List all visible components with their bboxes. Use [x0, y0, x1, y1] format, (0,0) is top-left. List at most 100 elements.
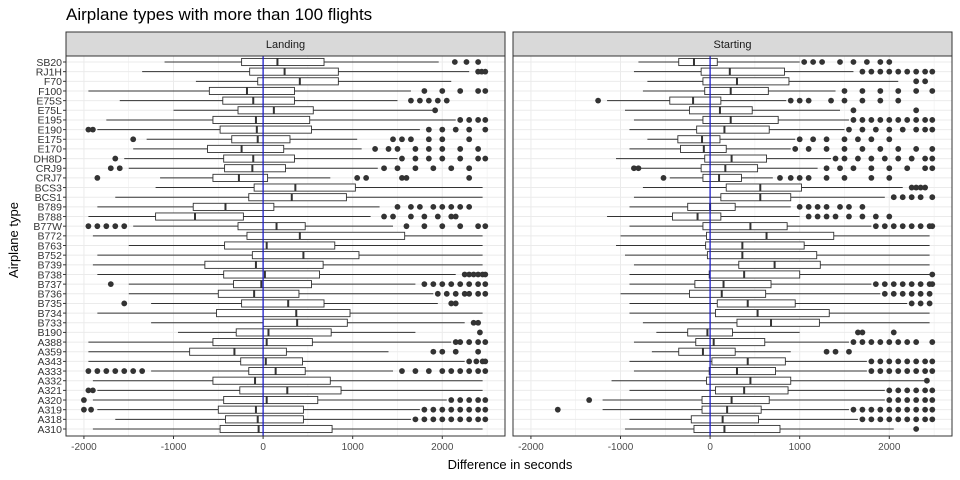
y-tick-label: B733: [37, 318, 62, 330]
outlier-point: [913, 387, 920, 394]
outlier-point: [823, 174, 830, 181]
outlier-point: [913, 368, 920, 374]
outlier-point: [457, 397, 464, 403]
outlier-point: [922, 68, 929, 75]
outlier-point: [823, 213, 830, 220]
outlier-point: [908, 155, 915, 162]
outlier-point: [868, 406, 875, 413]
y-tick-label: A343: [37, 356, 62, 368]
box-iqr: [738, 260, 821, 269]
outlier-point: [434, 213, 441, 220]
outlier-point: [660, 174, 667, 181]
outlier-point: [482, 117, 489, 123]
box-a320: [81, 396, 489, 405]
x-tick-label: -1000: [161, 442, 187, 453]
outlier-point: [850, 117, 857, 123]
panel-landing: Landing -2000 -1000 0 1000 2000: [65, 31, 506, 453]
outlier-point: [412, 155, 419, 162]
box-a359: [651, 347, 852, 356]
outlier-point: [390, 136, 396, 143]
outlier-point: [801, 59, 808, 65]
outlier-point: [457, 416, 464, 423]
panel-starting: Starting -2000 -1000 0 1000 2000: [512, 31, 953, 453]
outlier-point: [466, 117, 473, 123]
outlier-point: [792, 146, 799, 152]
outlier-point: [895, 155, 902, 162]
box-iqr: [212, 173, 269, 182]
outlier-point: [913, 78, 920, 85]
outlier-point: [475, 223, 482, 230]
outlier-point: [439, 368, 446, 374]
outlier-point: [461, 271, 468, 278]
box-iqr: [720, 193, 792, 202]
box-e195: [106, 115, 489, 124]
outlier-point: [929, 416, 936, 423]
y-tick-label: E75S: [36, 95, 62, 107]
outlier-point: [877, 368, 884, 374]
outlier-point: [448, 165, 455, 172]
outlier-point: [466, 136, 473, 143]
outlier-point: [859, 126, 866, 133]
y-tick-label: E190: [37, 124, 62, 136]
box-iqr: [701, 396, 770, 405]
box-b737: [107, 280, 489, 289]
box-iqr: [715, 309, 830, 318]
outlier-point: [85, 126, 92, 133]
outlier-point: [439, 281, 446, 288]
outlier-point: [886, 117, 893, 123]
box-b77w: [629, 222, 936, 231]
box-iqr: [702, 115, 779, 124]
outlier-point: [913, 339, 920, 345]
outlier-point: [895, 88, 902, 94]
outlier-point: [904, 387, 911, 394]
box-b734: [629, 309, 930, 318]
box-dh8d: [616, 154, 936, 163]
outlier-point: [452, 339, 459, 345]
box-b739: [633, 260, 930, 269]
outlier-point: [130, 136, 137, 143]
box-iqr: [677, 135, 721, 144]
outlier-point: [372, 146, 378, 152]
outlier-point: [461, 290, 468, 297]
outlier-point: [89, 126, 96, 133]
outlier-point: [841, 88, 848, 94]
outlier-point: [926, 290, 933, 297]
box-b734: [97, 309, 483, 318]
outlier-point: [430, 203, 437, 210]
x-tick-label: 1000: [342, 442, 365, 453]
box-f100: [642, 86, 936, 95]
y-tick-label: A318: [37, 414, 62, 426]
outlier-point: [877, 97, 884, 104]
outlier-point: [399, 155, 405, 162]
outlier-point: [408, 203, 414, 210]
box-b733: [642, 318, 930, 327]
box-iqr: [669, 96, 722, 105]
outlier-point: [899, 281, 906, 288]
x-tick-label: -2000: [71, 442, 97, 453]
outlier-point: [922, 368, 929, 374]
outlier-point: [908, 290, 915, 297]
box-iqr: [702, 77, 790, 86]
outlier-point: [448, 416, 455, 423]
box-b738: [97, 270, 489, 279]
outlier-point: [457, 88, 464, 94]
outlier-point: [846, 348, 852, 355]
y-tick-label: RJ1H: [36, 66, 62, 78]
box-iqr: [694, 280, 772, 289]
box-b772: [92, 231, 483, 240]
box-e75s: [119, 96, 450, 105]
y-tick-label: A319: [37, 404, 62, 416]
outlier-point: [895, 358, 902, 365]
outlier-point: [823, 165, 830, 172]
outlier-point: [837, 59, 843, 65]
outlier-point: [863, 59, 870, 65]
outlier-point: [457, 406, 464, 413]
outlier-point: [922, 78, 929, 85]
box-iqr: [706, 231, 835, 240]
outlier-point: [859, 339, 866, 345]
outlier-point: [868, 155, 875, 162]
outlier-point: [913, 397, 920, 403]
outlier-point: [868, 165, 875, 172]
y-tick-label: A388: [37, 337, 62, 349]
outlier-point: [877, 88, 884, 94]
